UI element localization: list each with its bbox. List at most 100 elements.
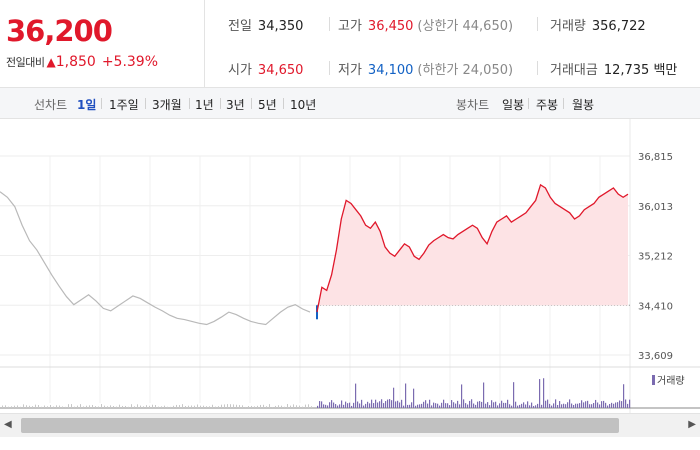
- open-value: 34,650: [257, 63, 304, 78]
- volume-bar: [383, 403, 385, 408]
- volume-bar: [515, 401, 517, 408]
- volume-bar: [355, 383, 357, 408]
- volume-bar: [391, 400, 393, 408]
- volume-bar: [527, 401, 529, 408]
- volume-bar: [56, 405, 57, 408]
- volume-bar: [569, 399, 571, 408]
- scroll-left-icon[interactable]: ◀: [4, 419, 12, 430]
- volume-bar: [80, 404, 81, 408]
- divider: [220, 98, 221, 109]
- volume-bar: [553, 403, 555, 408]
- volume-bar: [35, 404, 36, 408]
- volume-bar: [441, 402, 443, 408]
- volume-bar: [519, 404, 521, 408]
- y-axis-ticks: 36,815 36,013 35,212 34,410 33,609: [638, 152, 673, 362]
- period-tab-5y[interactable]: 5년: [258, 98, 277, 112]
- volume-bar: [357, 401, 359, 408]
- volume-bar: [573, 404, 575, 408]
- volume-bar: [248, 406, 249, 408]
- volume-bar: [257, 405, 258, 408]
- volume-bar: [287, 404, 288, 408]
- volume-bar: [579, 403, 581, 408]
- volume-bar: [415, 405, 417, 408]
- scroll-right-icon[interactable]: ▶: [688, 419, 696, 430]
- divider: [101, 98, 102, 109]
- volume-legend-label: 거래량: [657, 376, 685, 387]
- volume-bar: [140, 405, 141, 408]
- volume-bar: [475, 404, 477, 408]
- candle-tab-weekly[interactable]: 주봉: [536, 98, 559, 112]
- volume-bar: [375, 399, 377, 408]
- open-label: 시가: [228, 63, 252, 78]
- volume-bar: [325, 404, 327, 408]
- volume-bar: [419, 404, 421, 408]
- upper-limit: (상한가 44,650): [417, 19, 514, 34]
- volume-bar: [385, 401, 387, 408]
- volume-bar: [197, 404, 198, 408]
- volume-bar: [341, 400, 343, 408]
- volume-bar: [239, 405, 240, 408]
- candle-tab-daily[interactable]: 일봉: [502, 98, 525, 112]
- volume-bar: [597, 402, 599, 408]
- volume-bar: [571, 403, 573, 408]
- candle-tab-monthly[interactable]: 월봉: [572, 98, 595, 112]
- volume-bar: [281, 405, 282, 408]
- volume-bar: [437, 403, 439, 408]
- volume-bar: [311, 406, 312, 408]
- volume-bar: [275, 405, 276, 408]
- line-chart-label: 선차트: [34, 98, 68, 112]
- volume-bar: [74, 406, 75, 408]
- volume-bar: [331, 400, 333, 408]
- volume-bar: [541, 404, 543, 408]
- volume-bar: [251, 405, 252, 408]
- period-tab-10y[interactable]: 10년: [290, 98, 317, 112]
- volume-bar: [290, 405, 291, 408]
- volume-bar: [266, 406, 267, 408]
- divider: [189, 98, 190, 109]
- period-tab-1w[interactable]: 1주일: [109, 98, 139, 112]
- volume-bar: [269, 404, 270, 408]
- volume-bar: [517, 405, 519, 408]
- price-chart[interactable]: 36,815 36,013 35,212 34,410 33,609: [0, 119, 700, 413]
- volume-bar: [5, 405, 6, 408]
- volume-bar: [531, 402, 533, 408]
- volume-bar: [143, 406, 144, 408]
- period-tab-1y[interactable]: 1년: [195, 98, 214, 112]
- volume-stat: 거래량 356,722: [550, 15, 646, 34]
- volume-bar: [188, 405, 189, 408]
- volume-bar: [451, 400, 453, 408]
- volume-bar: [431, 405, 433, 408]
- volume-bar: [575, 403, 577, 408]
- volume-bar: [403, 405, 405, 408]
- change-label: 전일대비: [6, 56, 45, 69]
- trade-value-label: 거래대금: [550, 63, 598, 78]
- volume-bar: [449, 405, 451, 408]
- period-tab-1d[interactable]: 1일: [77, 98, 97, 112]
- volume-bar: [589, 404, 591, 408]
- volume-bar: [296, 405, 297, 408]
- scrollbar-thumb[interactable]: [21, 418, 619, 433]
- divider: [251, 98, 252, 109]
- volume-bar: [98, 406, 99, 408]
- volume-bar: [613, 403, 615, 408]
- divider: [329, 17, 330, 31]
- volume-bar: [20, 406, 21, 408]
- volume-bar: [549, 403, 551, 408]
- chart-scrollbar[interactable]: ◀ ▶: [0, 413, 700, 437]
- volume-bar: [68, 404, 69, 408]
- volume-bar: [200, 405, 201, 408]
- volume-bar: [254, 406, 255, 408]
- volume-bar: [601, 401, 603, 408]
- period-tab-3m[interactable]: 3개월: [152, 98, 182, 112]
- volume-bar: [29, 405, 30, 408]
- volume-bar: [77, 405, 78, 408]
- volume-bar: [236, 404, 237, 408]
- volume-bar: [409, 404, 411, 408]
- prev-close-stat: 전일 34,350: [228, 15, 303, 34]
- period-tab-3y[interactable]: 3년: [226, 98, 245, 112]
- trade-value-stat: 거래대금 12,735 백만: [550, 59, 677, 78]
- volume-bar: [359, 403, 361, 408]
- volume-bar: [170, 406, 171, 408]
- volume-bar: [627, 403, 629, 408]
